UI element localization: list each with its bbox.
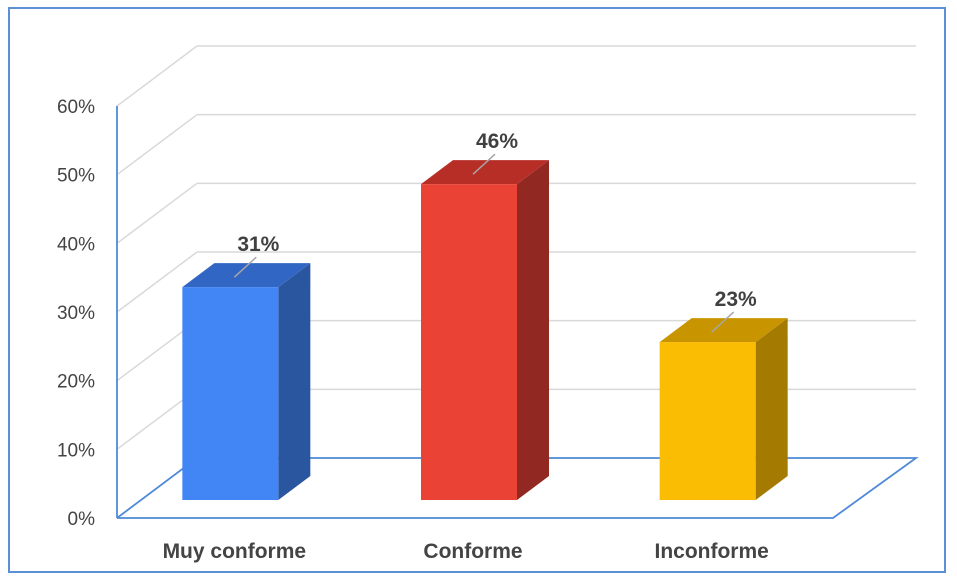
data-labels: 31% 46% 23%	[233, 130, 757, 333]
bar-side-3	[755, 318, 788, 500]
bar-side-2	[517, 160, 549, 500]
gridline-side	[116, 251, 198, 313]
data-label-leader	[711, 311, 735, 333]
category-label-3: Inconforme	[654, 540, 768, 563]
bar-2	[421, 184, 517, 500]
bar-3	[659, 342, 756, 500]
category-label-2: Conforme	[423, 540, 522, 563]
bar-top-2	[421, 160, 549, 185]
y-tick-label: 10%	[57, 440, 95, 461]
data-label-2: 46%	[476, 130, 518, 153]
bars	[182, 160, 788, 500]
y-axis-ticks: 0% 10% 20% 30% 40% 50% 60%	[57, 97, 95, 530]
bar-1	[182, 287, 279, 500]
bar-top-3	[659, 318, 788, 343]
floor-outline	[116, 457, 919, 519]
y-tick-label: 30%	[57, 303, 95, 324]
axes	[116, 106, 919, 519]
y-tick-label: 50%	[57, 166, 95, 187]
x-axis-categories: Muy conforme Conforme Inconforme	[163, 540, 769, 563]
y-tick-label: 20%	[57, 372, 95, 393]
data-label-3: 23%	[715, 288, 757, 311]
bar-side-1	[278, 263, 311, 500]
data-label-1: 31%	[237, 233, 279, 256]
gridline-side	[116, 45, 198, 107]
data-label-leader	[472, 153, 496, 175]
category-label-1: Muy conforme	[163, 540, 307, 563]
y-tick-label: 40%	[57, 234, 95, 255]
data-label-leader	[233, 256, 257, 278]
y-tick-label: 60%	[57, 97, 95, 118]
bar-top-1	[182, 263, 311, 288]
y-tick-label: 0%	[68, 509, 96, 530]
gridline-side	[116, 182, 198, 244]
gridline-side	[116, 114, 198, 176]
